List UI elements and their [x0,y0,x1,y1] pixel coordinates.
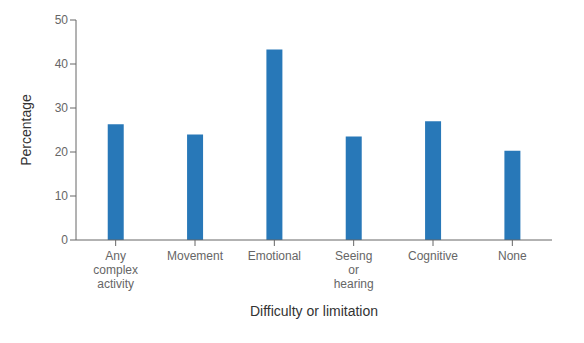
svg-text:None: None [498,249,527,263]
svg-text:Seeingorhearing: Seeingorhearing [334,249,374,291]
svg-text:40: 40 [55,57,69,71]
svg-text:Anycomplexactivity: Anycomplexactivity [93,249,138,291]
svg-text:Emotional: Emotional [248,249,301,263]
svg-text:0: 0 [61,233,68,247]
svg-text:30: 30 [55,101,69,115]
svg-text:Difficulty or limitation: Difficulty or limitation [250,303,378,319]
svg-text:Cognitive: Cognitive [408,249,458,263]
svg-text:50: 50 [55,13,69,27]
svg-text:Percentage: Percentage [18,94,34,166]
svg-text:Movement: Movement [167,249,224,263]
svg-text:10: 10 [55,189,69,203]
svg-text:20: 20 [55,145,69,159]
